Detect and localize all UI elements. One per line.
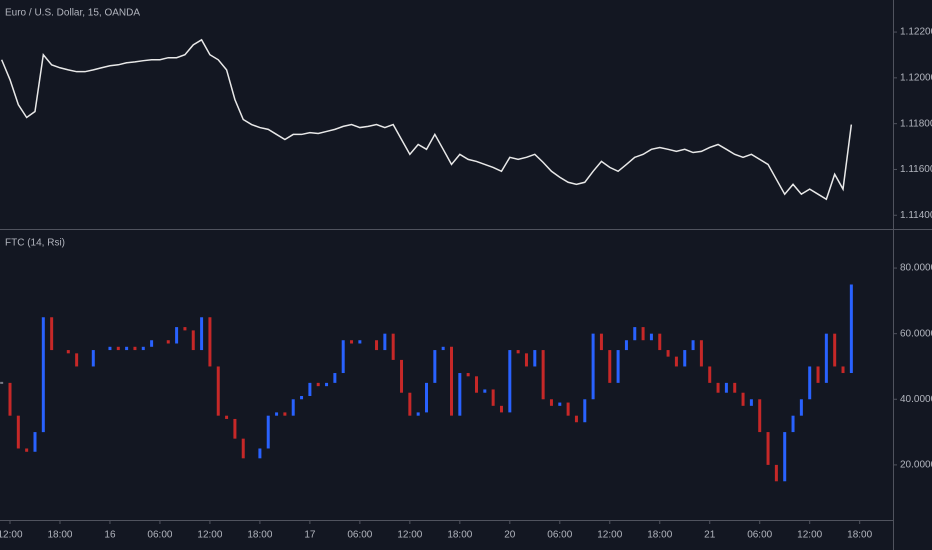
x-tick-label: 12:00 xyxy=(597,530,622,541)
x-tick-label: 06:00 xyxy=(547,530,572,541)
x-tick-label: 18:00 xyxy=(47,530,72,541)
y-tick-label: 20.00000 xyxy=(900,460,932,471)
x-tick-label: 16 xyxy=(104,530,116,541)
price-line xyxy=(0,38,853,201)
x-tick-label: 06:00 xyxy=(747,530,772,541)
y-tick-label: 60.00000 xyxy=(900,328,932,339)
x-tick-label: 18:00 xyxy=(647,530,672,541)
x-tick-label: 12:00 xyxy=(397,530,422,541)
y-tick-label: 1.11800 xyxy=(900,118,932,129)
y-tick-label: 40.00000 xyxy=(900,394,932,405)
x-tick-label: 12:00 xyxy=(0,530,23,541)
indicator-title: FTC (14, Rsi) xyxy=(5,238,65,249)
x-tick-label: 21 xyxy=(704,530,716,541)
y-tick-label: 1.11400 xyxy=(900,210,932,221)
x-tick-label: 06:00 xyxy=(347,530,372,541)
x-tick-label: 12:00 xyxy=(797,530,822,541)
y-tick-label: 80.00000 xyxy=(900,263,932,274)
chart-title: Euro / U.S. Dollar, 15, OANDA xyxy=(5,8,140,19)
x-tick-label: 17 xyxy=(304,530,316,541)
x-tick-label: 18:00 xyxy=(447,530,472,541)
x-tick-label: 18:00 xyxy=(847,530,872,541)
x-tick-label: 18:00 xyxy=(247,530,272,541)
x-tick-label: 12:00 xyxy=(197,530,222,541)
y-tick-label: 1.12200 xyxy=(900,27,932,38)
x-tick-label: 06:00 xyxy=(147,530,172,541)
y-tick-label: 1.11600 xyxy=(900,164,932,175)
x-tick-label: 20 xyxy=(504,530,516,541)
y-tick-label: 1.12000 xyxy=(900,73,932,84)
